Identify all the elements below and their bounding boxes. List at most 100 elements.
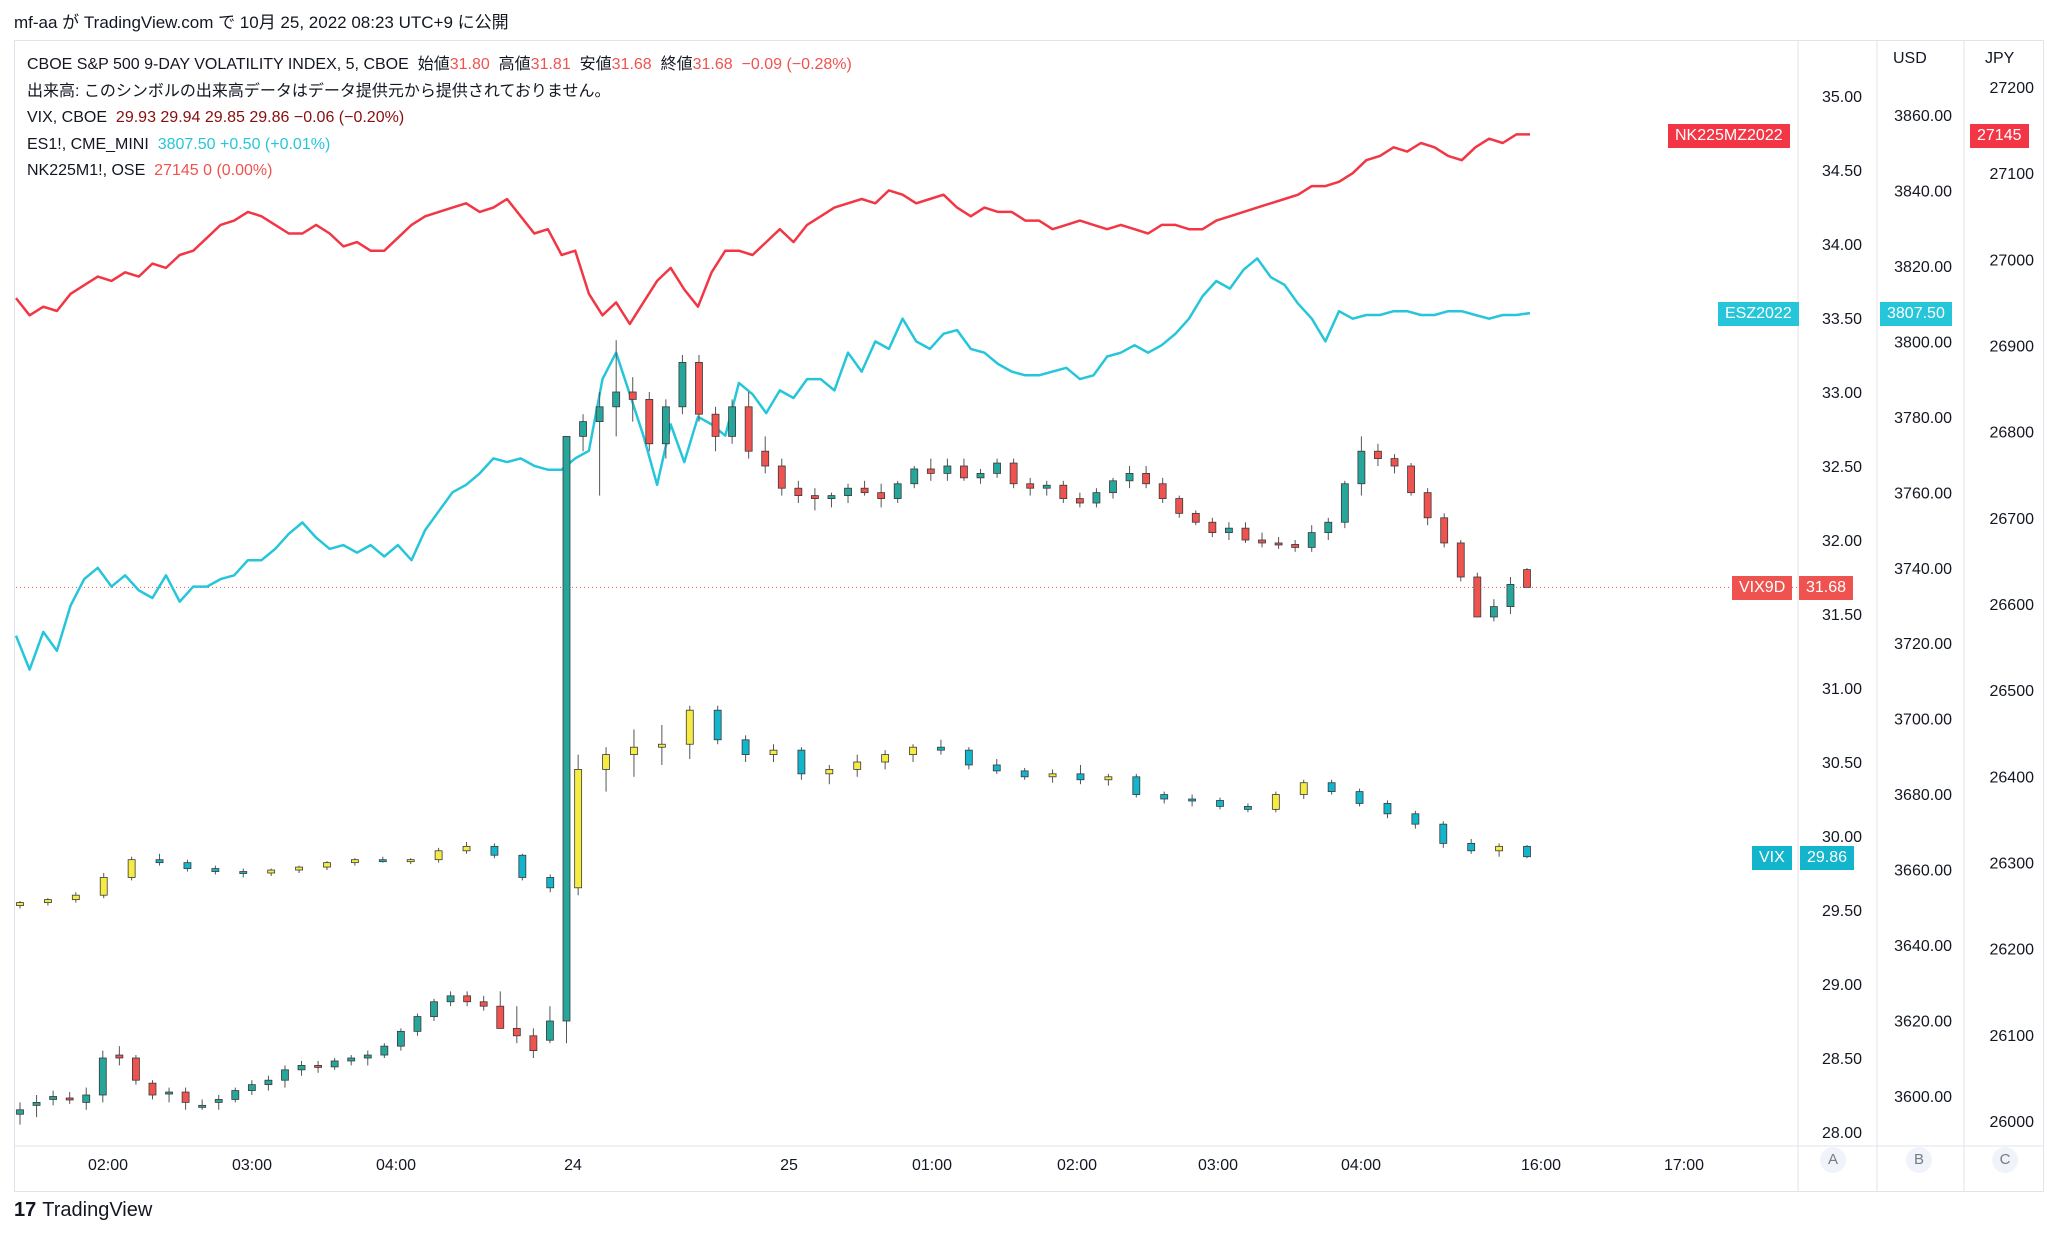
legend-main-row: CBOE S&P 500 9-DAY VOLATILITY INDEX, 5, … xyxy=(27,52,852,79)
chart-frame[interactable] xyxy=(14,40,2044,1192)
vix-candle xyxy=(769,749,778,755)
vix9d-candle xyxy=(330,1060,339,1068)
vix9d-candle xyxy=(115,1054,124,1059)
time-tick-label: 03:00 xyxy=(1198,1157,1238,1174)
vix9d-candle xyxy=(165,1091,173,1095)
usd-tick-label: 3600.00 xyxy=(1894,1089,1952,1106)
vix9d-candle xyxy=(1075,498,1084,504)
usd-tick-label: 3740.00 xyxy=(1894,561,1952,578)
jpy-tick-label: 26700 xyxy=(1990,511,2035,528)
vix9d-candle xyxy=(1208,521,1217,533)
vix9d-candle xyxy=(678,361,687,408)
vix-candle xyxy=(909,746,917,756)
vix9d-candle xyxy=(1009,462,1018,485)
vix-candle xyxy=(406,859,415,863)
vix9d-candle xyxy=(413,1016,422,1032)
es-name-tag: ESZ2022 xyxy=(1718,302,1799,326)
vix-candle xyxy=(630,746,638,756)
vix9d-candle xyxy=(1390,458,1399,467)
vix9d-candle xyxy=(628,391,637,400)
vix9d-candle xyxy=(1059,484,1068,499)
price-tick-label: 31.50 xyxy=(1822,607,1862,624)
vix9d-name-tag: VIX9D xyxy=(1732,576,1793,600)
vix-candle xyxy=(1020,770,1029,778)
vix9d-candle xyxy=(65,1097,74,1101)
vix9d-candle xyxy=(976,472,985,479)
vix9d-candle xyxy=(496,1005,505,1029)
legend-nk-row[interactable]: NK225M1!, OSE 27145 0 (0.00%) xyxy=(27,158,852,185)
vix9d-candle xyxy=(661,406,670,445)
vix-candle xyxy=(1132,776,1141,795)
jpy-tick-label: 27200 xyxy=(1990,80,2035,97)
time-tick-label: 16:00 xyxy=(1521,1157,1561,1174)
vix9d-candle xyxy=(827,495,836,499)
vix-candle xyxy=(797,749,806,775)
vix-candle xyxy=(1299,782,1308,795)
vix9d-candle xyxy=(761,450,770,467)
scale-button-a[interactable]: A xyxy=(1820,1147,1846,1173)
price-tick-label: 29.00 xyxy=(1822,977,1862,994)
vix-candle xyxy=(211,868,220,872)
vix9d-candle xyxy=(1407,465,1415,494)
price-tick-label: 33.50 xyxy=(1822,311,1862,328)
scale-button-b[interactable]: B xyxy=(1906,1147,1932,1173)
vix9d-candle xyxy=(181,1091,190,1103)
vix9d-candle xyxy=(1523,569,1531,588)
published-info: mf-aa が TradingView.com で 10月 25, 2022 0… xyxy=(14,13,509,32)
vix9d-candle xyxy=(314,1065,322,1068)
vix9d-candle xyxy=(463,995,472,1003)
vix9d-candle xyxy=(1324,521,1333,533)
time-tick-label: 01:00 xyxy=(912,1157,952,1174)
vix9d-candle xyxy=(645,398,654,445)
vix9d-candle xyxy=(1489,606,1498,618)
scale-button-c[interactable]: C xyxy=(1992,1147,2018,1173)
vix-candle xyxy=(1411,813,1420,825)
vix-candle xyxy=(685,709,694,745)
price-tick-label: 28.00 xyxy=(1822,1125,1862,1142)
vix-candle xyxy=(1523,845,1531,858)
vix9d-candle xyxy=(546,1020,554,1041)
price-tick-label: 31.00 xyxy=(1822,681,1862,698)
vix9d-candle xyxy=(479,1001,488,1007)
vix-candle xyxy=(155,859,164,864)
legend-es-row[interactable]: ES1!, CME_MINI 3807.50 +0.50 (+0.01%) xyxy=(27,132,852,159)
jpy-tick-label: 26900 xyxy=(1990,339,2035,356)
legend: CBOE S&P 500 9-DAY VOLATILITY INDEX, 5, … xyxy=(27,52,852,185)
vix9d-candle xyxy=(1374,450,1382,460)
usd-tick-label: 3660.00 xyxy=(1894,863,1952,880)
vix9d-candle xyxy=(1506,584,1515,608)
usd-tick-label: 3760.00 xyxy=(1894,485,1952,502)
vix9d-candle xyxy=(1241,527,1250,541)
vix9d-candle xyxy=(363,1054,372,1059)
vix9d-candle xyxy=(281,1069,289,1081)
vix-candle xyxy=(992,764,1001,772)
legend-vix-values: 29.93 29.94 29.85 29.86 −0.06 (−0.20%) xyxy=(115,109,405,126)
vix9d-candle xyxy=(32,1102,41,1106)
vix-candle xyxy=(1160,794,1169,800)
vix-candle xyxy=(602,754,610,770)
vix-candle xyxy=(127,859,136,878)
usd-tick-label: 3720.00 xyxy=(1894,636,1952,653)
time-tick-label: 03:00 xyxy=(232,1157,272,1174)
price-tick-label: 34.50 xyxy=(1822,163,1862,180)
vix9d-candle xyxy=(1340,483,1349,523)
vix-candle xyxy=(741,739,750,755)
vix9d-candle xyxy=(148,1082,157,1096)
vix-candle xyxy=(434,850,443,861)
vix9d-candle xyxy=(98,1057,107,1096)
vix-candle xyxy=(71,894,80,901)
usd-tick-label: 3620.00 xyxy=(1894,1014,1952,1031)
legend-vix-row[interactable]: VIX, CBOE 29.93 29.94 29.85 29.86 −0.06 … xyxy=(27,105,852,132)
legend-main-symbol[interactable]: CBOE S&P 500 9-DAY VOLATILITY INDEX, 5, … xyxy=(27,56,409,73)
tradingview-brand[interactable]: 17 TradingView xyxy=(14,1199,152,1222)
vix9d-candle xyxy=(744,406,753,452)
vix-candle xyxy=(350,859,359,864)
vix9d-candle xyxy=(777,465,786,489)
vix9d-candle xyxy=(711,413,720,437)
vix9d-candle xyxy=(214,1099,223,1103)
vix9d-candle xyxy=(960,465,968,479)
vix9d-candle xyxy=(893,483,902,499)
vix9d-candle xyxy=(380,1045,389,1056)
vix9d-candle xyxy=(529,1035,538,1052)
